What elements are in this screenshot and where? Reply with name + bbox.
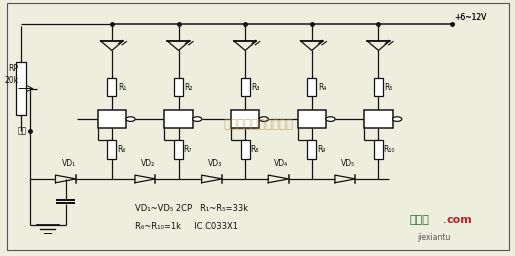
- Text: R₉: R₉: [317, 145, 325, 154]
- Text: VD₅: VD₅: [341, 159, 355, 168]
- Text: R₁: R₁: [118, 83, 126, 92]
- Text: RP: RP: [9, 64, 19, 73]
- Text: R₈: R₈: [250, 145, 259, 154]
- Text: VD₃: VD₃: [208, 159, 222, 168]
- Text: +6~12V: +6~12V: [454, 13, 487, 22]
- Text: R₇: R₇: [184, 145, 192, 154]
- Bar: [307, 141, 316, 159]
- Bar: [164, 110, 193, 128]
- Bar: [298, 110, 326, 128]
- Bar: [241, 141, 250, 159]
- Text: 杭州将雁科技有限公司: 杭州将雁科技有限公司: [223, 118, 293, 131]
- Bar: [241, 78, 250, 97]
- Bar: [16, 62, 26, 115]
- Text: VD₁: VD₁: [62, 159, 76, 168]
- Circle shape: [193, 117, 202, 121]
- Text: 20k: 20k: [5, 76, 19, 86]
- Text: VD₁~VD₅ 2CP   R₁~R₅=33k: VD₁~VD₅ 2CP R₁~R₅=33k: [135, 204, 248, 213]
- Text: R₄: R₄: [318, 83, 327, 92]
- Text: R₆~R₁₀=1k     IC C033X1: R₆~R₁₀=1k IC C033X1: [135, 221, 238, 230]
- Circle shape: [126, 117, 135, 121]
- Bar: [107, 141, 116, 159]
- Text: 插入: 插入: [18, 126, 27, 135]
- Text: com: com: [447, 215, 472, 225]
- Text: R₅: R₅: [385, 83, 393, 92]
- Bar: [374, 78, 383, 97]
- Text: R₆: R₆: [117, 145, 126, 154]
- Bar: [374, 141, 383, 159]
- Text: VD₄: VD₄: [274, 159, 288, 168]
- Text: R₂: R₂: [185, 83, 193, 92]
- Bar: [364, 110, 392, 128]
- Text: 接线图: 接线图: [409, 215, 429, 225]
- Text: jiexiantu: jiexiantu: [417, 233, 450, 242]
- Text: +6~12V: +6~12V: [454, 13, 487, 22]
- Text: VD₂: VD₂: [141, 159, 156, 168]
- Text: .: .: [442, 215, 446, 225]
- Bar: [174, 78, 183, 97]
- Bar: [231, 110, 259, 128]
- Text: R₁₀: R₁₀: [384, 145, 395, 154]
- Bar: [307, 78, 316, 97]
- Bar: [107, 78, 116, 97]
- Text: R₃: R₃: [251, 83, 260, 92]
- Bar: [98, 110, 126, 128]
- Circle shape: [392, 117, 402, 121]
- Bar: [174, 141, 183, 159]
- Circle shape: [259, 117, 268, 121]
- Circle shape: [326, 117, 335, 121]
